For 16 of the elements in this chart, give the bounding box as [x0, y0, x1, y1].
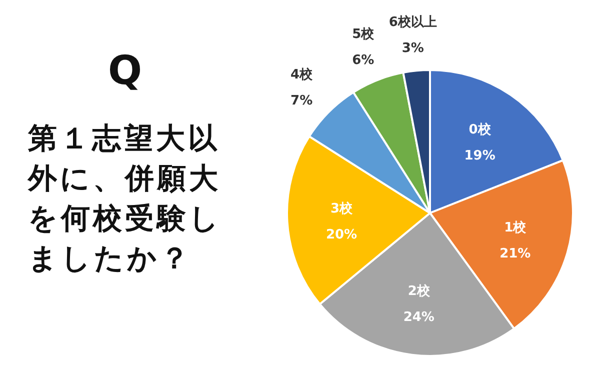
- slice-label: 4校: [290, 66, 314, 83]
- slice-label: 1校: [504, 220, 528, 236]
- slice-label: 5校: [352, 26, 376, 42]
- data-label: 21%: [500, 246, 531, 262]
- text: Q: [106, 48, 143, 94]
- data-label: 24%: [403, 310, 434, 325]
- data-label: 20%: [326, 228, 358, 243]
- data-label: 6%: [352, 53, 374, 68]
- text: 第１志望大以外に、併願大を何校受験しましたか？: [28, 120, 223, 277]
- data-label: 3%: [402, 41, 424, 56]
- slice-label: 0校: [468, 122, 492, 138]
- data-label: 19%: [464, 148, 496, 164]
- slice-label: 6校以上: [388, 14, 437, 30]
- data-label: 7%: [290, 94, 313, 109]
- slice-label: 2校: [408, 282, 431, 299]
- slice-label: 3校: [330, 200, 354, 217]
